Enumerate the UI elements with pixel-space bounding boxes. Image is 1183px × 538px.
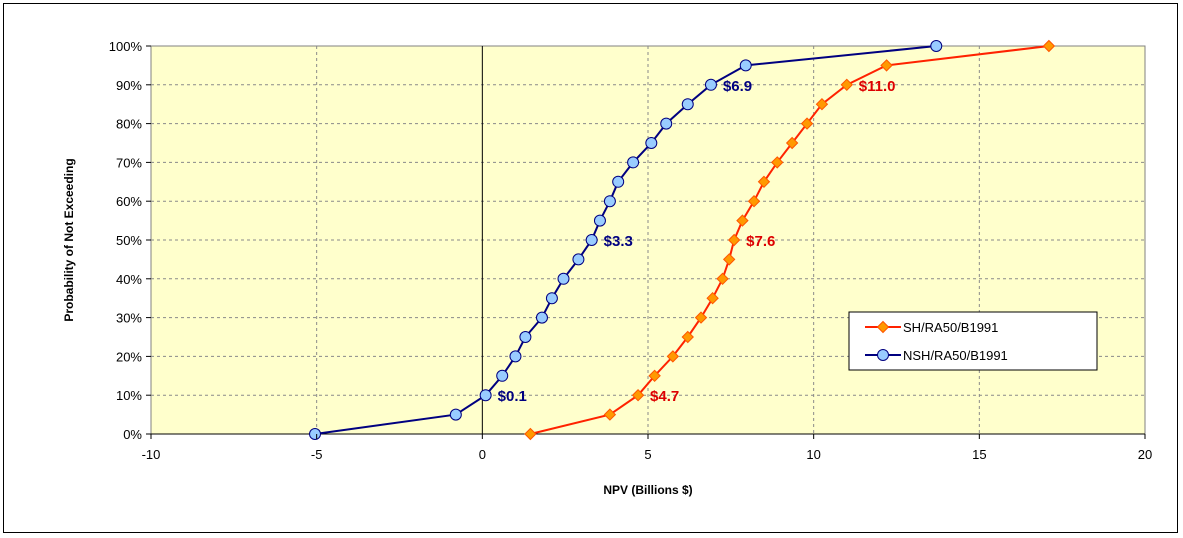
- data-point: [496, 369, 509, 382]
- legend-marker: [876, 320, 890, 334]
- series-0: [524, 39, 1056, 441]
- data-label: $4.7: [650, 388, 679, 405]
- data-point: [736, 214, 749, 227]
- data-point: [612, 175, 625, 188]
- data-point: [648, 369, 661, 383]
- x-tick-label: 15: [972, 447, 986, 462]
- data-point: [716, 272, 729, 286]
- x-tick-label: -10: [142, 447, 161, 462]
- y-tick-label: 10%: [116, 388, 142, 403]
- legend-marker: [877, 349, 889, 361]
- legend: SH/RA50/B1991 NSH/RA50/B1991: [848, 311, 1098, 371]
- data-point: [660, 117, 673, 130]
- data-point: [815, 97, 829, 111]
- data-point: [681, 98, 694, 111]
- data-point: [1042, 39, 1056, 53]
- data-point: [645, 137, 658, 149]
- data-point: [757, 175, 771, 189]
- y-tick-label: 100%: [109, 39, 143, 54]
- data-point: [557, 272, 570, 285]
- data-point: [706, 291, 719, 305]
- data-point: [747, 194, 761, 208]
- legend-label: SH/RA50/B1991: [903, 320, 998, 335]
- data-point: [535, 311, 548, 324]
- x-tick-label: -5: [311, 447, 323, 462]
- data-point: [771, 156, 784, 169]
- series-layer: [309, 39, 1056, 441]
- data-point: [603, 195, 616, 208]
- data-point: [479, 389, 492, 402]
- data-point: [739, 59, 752, 72]
- x-tick-label: 5: [644, 447, 651, 462]
- data-point: [694, 311, 708, 324]
- x-tick-label: 10: [806, 447, 820, 462]
- y-tick-label: 0%: [123, 427, 142, 442]
- data-point: [840, 78, 854, 92]
- legend-box: [848, 311, 1098, 371]
- data-point: [785, 136, 799, 150]
- series-1: [309, 40, 943, 440]
- data-label: $11.0: [859, 78, 896, 95]
- data-point: [727, 233, 741, 247]
- data-label: $0.1: [498, 388, 527, 405]
- data-point: [519, 331, 532, 343]
- y-tick-label: 50%: [116, 233, 142, 248]
- legend-label: NSH/RA50/B1991: [903, 348, 1008, 363]
- data-point: [524, 427, 537, 441]
- data-point: [930, 40, 943, 52]
- data-point: [545, 292, 558, 305]
- x-tick-label: 0: [479, 447, 486, 462]
- data-point: [800, 117, 814, 130]
- x-tick-label: 20: [1138, 447, 1152, 462]
- y-tick-label: 60%: [116, 194, 142, 209]
- data-point: [509, 350, 522, 363]
- data-point: [666, 350, 680, 363]
- data-point: [572, 253, 585, 266]
- data-label: $3.3: [604, 233, 633, 250]
- data-annotations: $0.1 $3.3 $6.9 $4.7 $7.6 $11.0: [498, 78, 896, 405]
- tick-labels: 0% 10% 20% 30% 40% 50% 60% 70% 80% 90% 100% -10 -5 0 5…: [109, 39, 1152, 462]
- y-axis-title: Probability of Not Exceeding: [62, 158, 76, 321]
- y-tick-label: 30%: [116, 311, 142, 326]
- data-point: [627, 156, 640, 169]
- data-point: [309, 428, 322, 440]
- data-label: $6.9: [723, 78, 752, 95]
- data-point: [603, 408, 617, 421]
- y-tick-label: 40%: [116, 272, 142, 287]
- y-tick-label: 70%: [116, 155, 142, 170]
- data-point: [681, 330, 694, 344]
- data-point: [631, 388, 645, 402]
- y-tick-label: 90%: [116, 78, 142, 93]
- y-tick-label: 20%: [116, 349, 142, 364]
- data-point: [722, 253, 736, 266]
- x-axis-title: NPV (Billions $): [603, 483, 692, 497]
- data-label: $7.6: [746, 233, 775, 250]
- data-point: [585, 234, 598, 246]
- data-point: [449, 408, 462, 421]
- data-point: [593, 214, 606, 227]
- y-tick-label: 80%: [116, 117, 142, 132]
- data-point: [704, 78, 717, 91]
- data-point: [880, 59, 893, 72]
